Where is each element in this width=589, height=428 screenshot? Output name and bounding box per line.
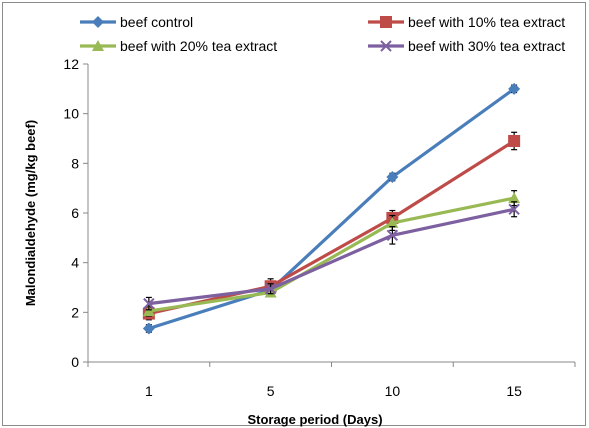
- y-axis-title: Malondialdehyde (mg/kg beef): [23, 120, 38, 306]
- x-tick-label: 5: [267, 383, 275, 399]
- data-point: [386, 229, 399, 242]
- legend-label: beef control: [120, 14, 193, 30]
- y-tick-label: 0: [71, 354, 79, 370]
- series-group: [143, 201, 520, 311]
- legend-label: beef with 30% tea extract: [408, 38, 565, 54]
- x-tick-label: 10: [385, 383, 401, 399]
- data-point: [142, 305, 155, 317]
- data-point: [508, 82, 521, 95]
- x-tick-label: 1: [145, 383, 153, 399]
- data-point: [264, 283, 277, 295]
- series-line: [148, 87, 516, 331]
- legend-item: beef with 10% tea extract: [368, 14, 565, 30]
- series-layer: [142, 82, 521, 335]
- y-tick-label: 10: [63, 106, 79, 122]
- y-tick-label: 6: [71, 205, 79, 221]
- legend-label: beef with 10% tea extract: [408, 14, 565, 30]
- data-point: [143, 297, 155, 310]
- data-point: [142, 322, 155, 335]
- legend-marker: [92, 40, 104, 51]
- y-tick-label: 2: [71, 304, 79, 320]
- x-axis-title: Storage period (Days): [247, 412, 382, 427]
- legend-marker: [380, 40, 392, 52]
- y-tick-label: 8: [71, 155, 79, 171]
- data-point: [508, 192, 521, 204]
- legend-item: beef with 30% tea extract: [368, 38, 565, 54]
- series-line: [148, 207, 515, 306]
- data-point: [386, 216, 399, 228]
- legend: beef control beef with 10% tea extract bee…: [80, 14, 565, 54]
- series-line: [148, 139, 515, 316]
- x-tick-label: 15: [506, 383, 522, 399]
- y-tick-label: 12: [63, 56, 79, 72]
- data-point: [386, 170, 399, 183]
- legend-marker: [92, 16, 104, 28]
- legend-item: beef control: [80, 14, 193, 30]
- y-tick-label: 4: [71, 255, 79, 271]
- legend-label: beef with 20% tea extract: [120, 38, 277, 54]
- legend-marker: [380, 16, 392, 28]
- series-line: [148, 196, 515, 313]
- legend-item: beef with 20% tea extract: [80, 38, 277, 54]
- data-point: [508, 203, 520, 215]
- data-point: [508, 134, 521, 147]
- series-group: [142, 131, 521, 321]
